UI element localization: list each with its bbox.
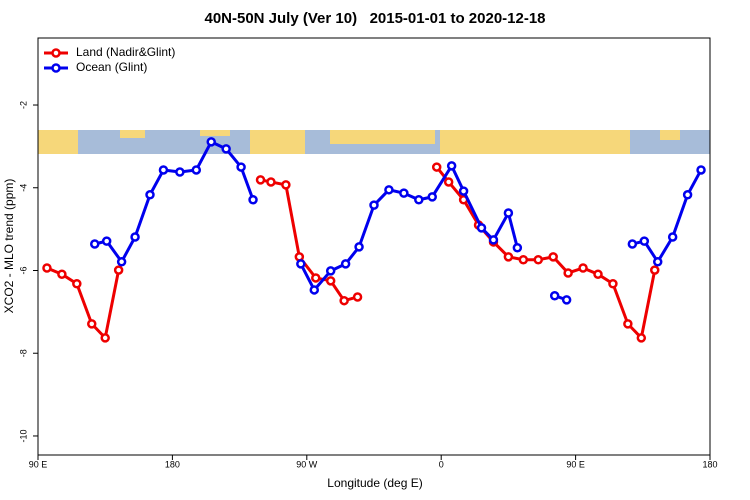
- x-tick-label: 0: [439, 459, 444, 469]
- x-axis-label: Longitude (deg E): [327, 476, 422, 490]
- data-point: [266, 177, 276, 187]
- data-point: [608, 278, 618, 289]
- plot-frame: [37, 37, 711, 456]
- data-point: [175, 167, 185, 177]
- data-point: [369, 200, 379, 210]
- data-point: [325, 276, 336, 286]
- data-point: [57, 269, 67, 279]
- data-point: [309, 285, 320, 295]
- series-line: [94, 139, 703, 302]
- data-point: [255, 175, 266, 185]
- data-point: [191, 165, 202, 175]
- data-point: [563, 268, 573, 278]
- x-tick-label: 90 E: [29, 459, 48, 469]
- data-point: [130, 232, 140, 242]
- data-point: [100, 333, 110, 343]
- data-point: [443, 177, 454, 187]
- data-point: [458, 186, 469, 196]
- x-tick-label: 180: [165, 459, 180, 469]
- y-tick-label: -4: [18, 184, 28, 192]
- data-point: [399, 188, 409, 198]
- data-point: [236, 162, 246, 172]
- x-tick-label: 180: [702, 459, 717, 469]
- data-point: [639, 236, 650, 246]
- data-point: [667, 232, 678, 242]
- y-axis-label: XCO2 - MLO trend (ppm): [2, 179, 16, 314]
- data-point: [354, 242, 364, 252]
- data-point: [221, 144, 231, 154]
- data-point: [311, 273, 321, 283]
- x-tick-label: 90 E: [566, 459, 585, 469]
- data-point: [549, 290, 560, 301]
- data-point: [352, 292, 363, 302]
- data-point: [561, 295, 572, 305]
- data-point: [488, 235, 499, 245]
- data-point: [627, 239, 638, 249]
- y-tick-label: -6: [18, 266, 28, 274]
- data-point: [72, 278, 82, 289]
- data-point: [427, 192, 437, 202]
- data-point: [158, 165, 169, 175]
- y-tick-label: -2: [18, 101, 28, 109]
- data-point: [431, 162, 442, 172]
- data-point: [533, 254, 544, 265]
- data-point: [696, 165, 706, 175]
- data-point: [281, 180, 291, 190]
- chart-title: 40N-50N July (Ver 10) 2015-01-01 to 2020…: [204, 10, 545, 27]
- data-point: [518, 254, 529, 265]
- data-point: [578, 263, 588, 273]
- legend-marker: [51, 63, 61, 73]
- data-point: [593, 269, 603, 279]
- data-point: [248, 195, 258, 205]
- data-point: [503, 252, 514, 262]
- data-point: [116, 257, 127, 267]
- y-tick-label: -10: [18, 429, 28, 442]
- data-point: [476, 223, 487, 233]
- data-point: [101, 236, 112, 246]
- legend-label: Ocean (Glint): [76, 60, 147, 74]
- legend-label: Land (Nadir&Glint): [76, 45, 175, 59]
- series-line: [46, 166, 657, 342]
- data-point: [548, 252, 558, 262]
- data-point: [446, 161, 457, 171]
- data-point: [206, 137, 216, 147]
- data-point: [623, 319, 633, 329]
- data-point: [145, 190, 155, 200]
- data-point: [414, 195, 424, 205]
- data-point: [89, 239, 100, 249]
- map-strip: [38, 130, 710, 154]
- data-point: [87, 319, 97, 329]
- data-point: [636, 333, 647, 343]
- data-point: [339, 295, 349, 306]
- data-point: [512, 242, 523, 253]
- legend-marker: [51, 48, 61, 58]
- data-point: [652, 257, 663, 267]
- data-point: [384, 185, 394, 195]
- data-point: [42, 263, 52, 273]
- data-point: [503, 208, 514, 218]
- data-point: [325, 266, 336, 276]
- y-tick-label: -8: [18, 349, 28, 357]
- data-point: [113, 265, 124, 275]
- data-point: [340, 259, 351, 269]
- data-point: [682, 190, 693, 200]
- data-point: [296, 259, 306, 269]
- x-tick-label: 90 W: [296, 459, 318, 469]
- data-point: [649, 265, 660, 275]
